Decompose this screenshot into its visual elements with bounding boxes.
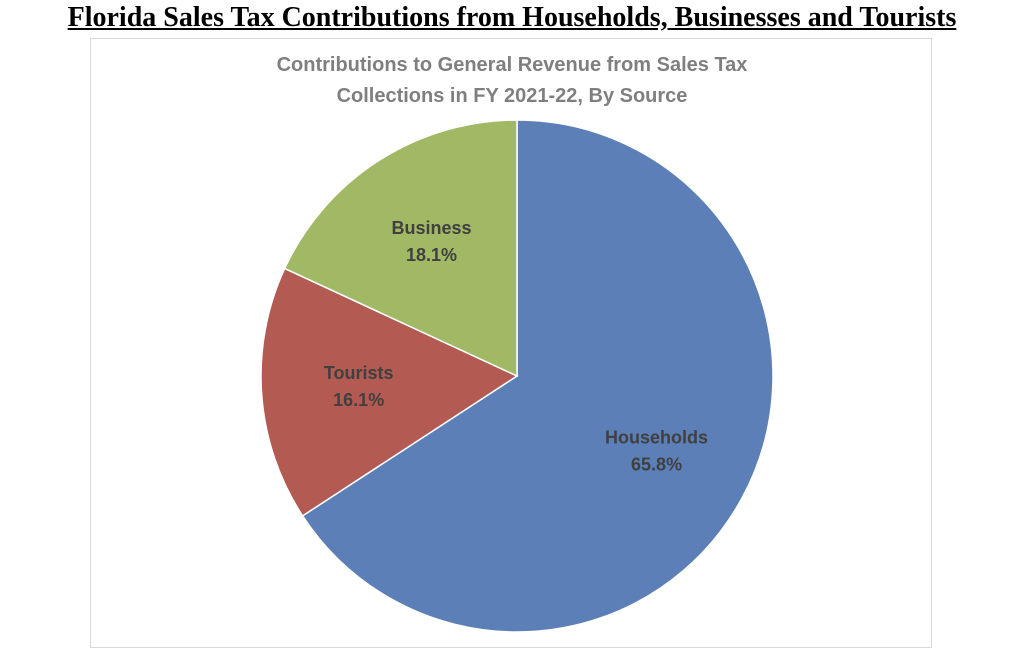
- slice-label: Tourists: [324, 363, 394, 383]
- slice-label: Households: [605, 427, 708, 447]
- pie-slice: [283, 119, 518, 378]
- chart-title: Contributions to General Revenue from Sa…: [276, 54, 748, 107]
- pie-slice: [260, 267, 519, 517]
- chart-frame: [90, 38, 932, 648]
- slice-label: Business: [392, 218, 472, 238]
- page-heading: Florida Sales Tax Contributions from Hou…: [67, 2, 957, 33]
- slice-value-label: 18.1%: [406, 245, 457, 265]
- slice-value-label: 65.8%: [631, 454, 682, 474]
- pie-slice: [301, 119, 774, 633]
- slice-value-label: 16.1%: [333, 390, 384, 410]
